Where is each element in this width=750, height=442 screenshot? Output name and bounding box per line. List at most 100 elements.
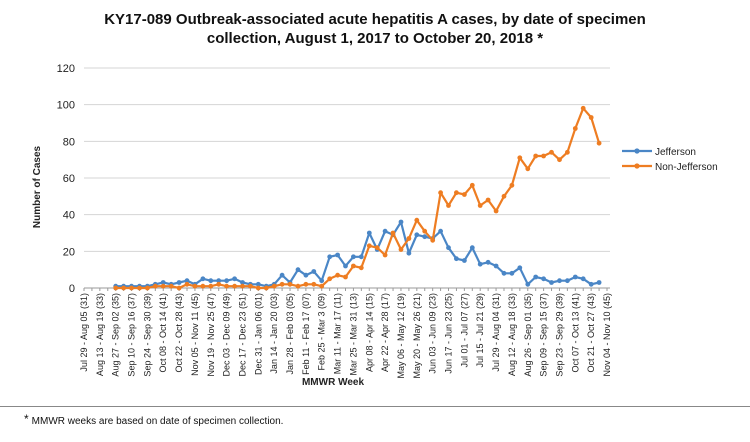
data-point-non-jefferson	[557, 157, 562, 163]
data-point-non-jefferson	[145, 285, 150, 291]
x-axis-label: MMWR Week	[302, 377, 364, 388]
footnote: * MMWR weeks are based on date of specime…	[24, 412, 283, 427]
x-tick-label: Oct 22 - Oct 28 (43)	[174, 293, 184, 373]
data-point-jefferson	[224, 278, 230, 284]
data-point-non-jefferson	[303, 281, 309, 287]
x-tick-label: Feb 11 - Feb 17 (07)	[301, 293, 311, 375]
data-point-non-jefferson	[517, 155, 523, 161]
x-tick-label: Jul 29 - Aug 04 (31)	[491, 293, 501, 372]
data-point-non-jefferson	[462, 192, 467, 197]
data-point-non-jefferson	[580, 105, 586, 111]
data-point-jefferson	[565, 278, 570, 284]
data-point-non-jefferson	[588, 115, 594, 120]
data-point-jefferson	[549, 280, 554, 285]
data-point-jefferson	[446, 245, 451, 251]
y-tick-label: 120	[57, 63, 75, 75]
data-point-non-jefferson	[216, 281, 222, 287]
data-point-jefferson	[533, 274, 539, 280]
data-point-non-jefferson	[454, 190, 459, 196]
data-point-non-jefferson	[398, 247, 404, 252]
data-point-non-jefferson	[509, 182, 515, 188]
chart-title: KY17-089 Outbreak-associated acute hepat…	[40, 10, 710, 48]
data-point-non-jefferson	[335, 272, 340, 278]
x-tick-label: Mar 11 - Mar 17 (11)	[333, 293, 343, 374]
data-point-non-jefferson	[596, 140, 602, 146]
x-tick-label: Jul 29 - Aug 05 (31)	[79, 293, 89, 372]
data-point-non-jefferson	[311, 281, 317, 287]
data-point-jefferson	[351, 254, 356, 260]
data-point-jefferson	[509, 270, 515, 276]
data-point-jefferson	[358, 254, 364, 260]
data-point-jefferson	[279, 272, 285, 278]
y-tick-label: 40	[63, 210, 75, 222]
x-tick-label: Jan 28 - Feb 03 (05)	[285, 293, 295, 375]
data-point-jefferson	[327, 254, 333, 260]
y-axis-tick-labels: 0 20 40 60 80 100 120	[57, 63, 75, 295]
x-tick-label: Jun 03 - Jun 09 (23)	[428, 293, 438, 374]
data-point-non-jefferson	[533, 153, 539, 159]
data-point-non-jefferson	[160, 283, 166, 289]
data-point-jefferson	[398, 219, 404, 225]
data-point-jefferson	[200, 276, 206, 282]
data-point-jefferson	[454, 256, 459, 262]
data-point-non-jefferson	[255, 285, 261, 291]
data-point-jefferson	[469, 245, 475, 251]
data-point-non-jefferson	[351, 263, 356, 269]
legend-marker-jefferson	[634, 148, 640, 154]
data-point-non-jefferson	[541, 153, 546, 159]
data-point-jefferson	[208, 278, 214, 284]
data-point-jefferson	[580, 276, 586, 282]
data-point-jefferson	[366, 230, 372, 236]
data-point-non-jefferson	[446, 203, 451, 208]
x-tick-label: Dec 17 - Dec 23 (51)	[237, 293, 247, 377]
series-lines	[113, 105, 602, 291]
data-point-non-jefferson	[224, 283, 230, 289]
data-point-non-jefferson	[137, 285, 142, 291]
x-tick-label: May 20 - May 26 (21)	[412, 293, 422, 379]
data-point-non-jefferson	[565, 149, 570, 155]
data-point-jefferson	[216, 278, 222, 284]
data-point-jefferson	[477, 261, 483, 267]
data-point-non-jefferson	[382, 252, 388, 258]
y-tick-label: 80	[63, 136, 75, 148]
data-point-non-jefferson	[327, 276, 333, 282]
x-tick-label: Sep 23 - Sep 29 (39)	[554, 293, 564, 377]
data-point-jefferson	[176, 280, 182, 285]
data-point-jefferson	[255, 281, 261, 287]
x-tick-label: Nov 19 - Nov 25 (47)	[206, 293, 216, 377]
data-point-non-jefferson	[390, 230, 396, 236]
data-point-non-jefferson	[319, 283, 325, 289]
data-point-jefferson	[184, 278, 190, 284]
series-line-non-jefferson	[115, 107, 601, 290]
data-point-non-jefferson	[152, 283, 158, 289]
data-point-non-jefferson	[208, 283, 214, 289]
legend: Jefferson Non-Jefferson	[622, 147, 718, 173]
x-tick-label: Oct 21 - Oct 27 (43)	[586, 293, 596, 373]
data-point-non-jefferson	[129, 285, 134, 291]
data-point-jefferson	[303, 272, 309, 278]
data-point-jefferson	[485, 259, 491, 265]
grid-lines	[84, 67, 610, 252]
data-point-non-jefferson	[358, 265, 364, 271]
data-point-non-jefferson	[192, 283, 198, 289]
data-point-jefferson	[438, 228, 443, 234]
data-point-non-jefferson	[525, 166, 531, 172]
x-tick-label: Aug 13 - Aug 19 (33)	[95, 293, 105, 376]
data-point-jefferson	[295, 267, 301, 273]
data-point-jefferson	[319, 278, 325, 284]
x-tick-label: Sep 09 - Sep 15 (37)	[539, 293, 549, 377]
data-point-non-jefferson	[374, 245, 380, 251]
data-point-jefferson	[596, 280, 602, 285]
data-point-non-jefferson	[121, 285, 126, 291]
chart-title-line-2: collection, August 1, 2017 to October 20…	[206, 30, 544, 47]
x-tick-label: Oct 07 - Oct 13 (41)	[570, 293, 580, 373]
x-tick-label: Jul 01 - Jul 07 (27)	[459, 293, 469, 368]
data-point-non-jefferson	[438, 190, 443, 196]
data-point-jefferson	[501, 270, 507, 276]
data-point-jefferson	[382, 228, 388, 234]
data-point-non-jefferson	[422, 228, 428, 234]
footnote-divider	[0, 406, 750, 407]
data-point-jefferson	[406, 250, 412, 256]
x-tick-label: Apr 22 - Apr 28 (17)	[380, 293, 390, 372]
data-point-non-jefferson	[406, 236, 412, 241]
